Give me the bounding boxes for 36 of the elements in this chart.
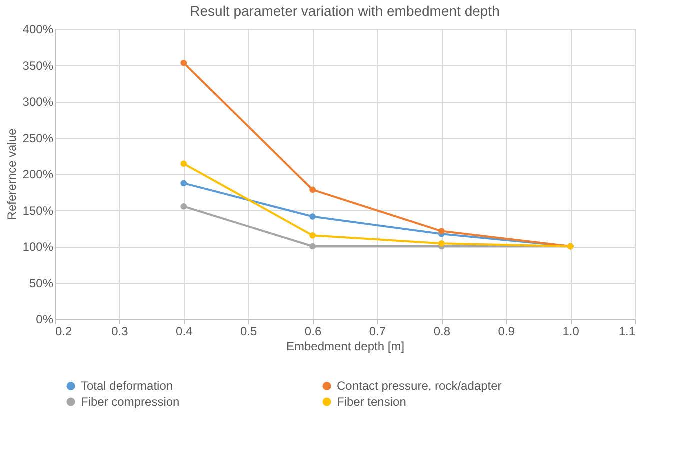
y-tick-label: 50% bbox=[29, 276, 54, 290]
x-tick-label: 0.6 bbox=[304, 324, 322, 338]
point bbox=[180, 60, 188, 66]
x-axis-title: Embedment depth [m] bbox=[286, 340, 405, 354]
y-tick-label: 200% bbox=[22, 168, 54, 182]
x-tick-label: 0.4 bbox=[176, 324, 194, 338]
x-tick-label: 0.3 bbox=[112, 324, 129, 338]
chart-title: Result parameter variation with embedment depth bbox=[190, 3, 500, 19]
point bbox=[310, 243, 316, 250]
x-tick-label: 1.1 bbox=[618, 324, 636, 338]
y-tick-label: 0% bbox=[36, 312, 54, 326]
legend-label: Total deformation bbox=[81, 379, 174, 394]
point bbox=[180, 160, 188, 168]
point bbox=[310, 232, 316, 239]
y-tick-label: 100% bbox=[22, 240, 54, 254]
point bbox=[180, 203, 188, 210]
point bbox=[180, 180, 188, 187]
y-tick-label: 150% bbox=[22, 204, 54, 218]
legend-label: Contact pressure, rock/adapter bbox=[337, 379, 502, 394]
y-tick-label: 300% bbox=[22, 95, 54, 109]
y-tick-label: 400% bbox=[22, 22, 54, 36]
x-tick-label: 0.7 bbox=[369, 324, 386, 338]
x-tick-label: 0.8 bbox=[434, 324, 451, 338]
x-tick-label: 0.5 bbox=[240, 324, 258, 338]
y-tick-label: 250% bbox=[22, 131, 54, 146]
x-tick-label: 0.9 bbox=[498, 324, 516, 338]
point bbox=[438, 240, 445, 247]
x-tick-label: 0.2 bbox=[56, 324, 73, 338]
point bbox=[438, 228, 445, 234]
point bbox=[310, 214, 316, 220]
y-axis-title: Referernce value bbox=[4, 128, 19, 220]
legend-label: Fiber tension bbox=[337, 395, 406, 409]
x-tick-label: 1.0 bbox=[562, 324, 580, 338]
legend-label: Fiber compression bbox=[81, 395, 180, 409]
point bbox=[310, 186, 316, 194]
y-tick-label: 350% bbox=[22, 58, 54, 73]
